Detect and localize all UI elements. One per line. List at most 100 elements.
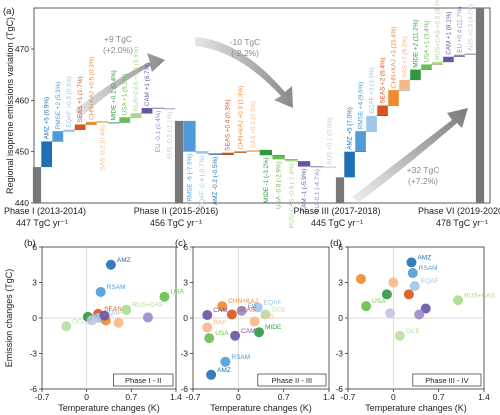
step-label-1-CHN+KAJ: CHN+KAJ +0.5 (0.3%) [88, 57, 95, 120]
point-b-3 [121, 304, 132, 315]
step-2-USA [272, 155, 285, 160]
step-1-MIDE [108, 122, 119, 124]
phase-total-4: 478 TgC yr⁻¹ [436, 218, 488, 228]
step-2-CAM [297, 161, 311, 167]
decrease-arrow [195, 37, 293, 108]
point-c-12 [206, 369, 217, 380]
step-label-3-AMZ: AMZ +5 (7.0%) [347, 107, 354, 150]
panel-d-scatter: (d) -0.7 0 0.7 1.4 -6 -3 0 3 6 Temperature changes… [330, 238, 496, 413]
x-tick-label-c--0.7: -0.7 [186, 392, 201, 402]
transition-pct-3: (+7.2%) [408, 176, 438, 186]
point-label-b-6: OCE [72, 318, 87, 325]
x-tick-label-b-0.7: 0.7 [125, 392, 137, 402]
point-b-11 [142, 312, 153, 323]
step-label-3-AUS: AUS +0.3 (4.6%) [467, 4, 474, 51]
point-label-c-10: MIDE [265, 324, 282, 331]
step-label-2-RMSE: RMSE -6 (-7.6%) [186, 154, 193, 202]
step-1-EU [152, 108, 164, 109]
transition-change-2: -10 TgC [230, 37, 261, 47]
step-2-EQAF [196, 151, 209, 154]
point-c-11 [220, 356, 231, 367]
point-label-c-5: OCE [272, 306, 287, 313]
point-label-c-6: SAS [261, 314, 275, 321]
y-axis-label: Regional isoprene emissions variation (T… [5, 17, 15, 194]
phase-bar-3 [335, 177, 345, 203]
step-3-RMSE [355, 131, 366, 152]
step-label-3-EQAF: EQAF +3 (3.6%) [369, 67, 376, 113]
step-1-CHN+KAJ [85, 121, 97, 125]
step-2-CHN+KAJ [234, 151, 247, 153]
panel-title-b: Phase I - II [125, 376, 161, 385]
step-1-EQAF [63, 129, 75, 132]
step-label-2-RUS+CAS: RUS+CAS -0.4 (-2.4%) [288, 163, 295, 228]
panel-title-d: Phase III - IV [425, 376, 468, 385]
y-tick-label-450: 450 [15, 147, 29, 157]
step-3-CHN+KAJ [388, 90, 399, 106]
phase-name-2: Phase II (2015-2016) [134, 206, 219, 216]
y-tick-label-b--6: -6 [29, 384, 37, 394]
point-label-c-2: EU [248, 303, 257, 310]
step-1-RUS+CAS [130, 113, 142, 118]
transition-change-1: +9 TgC [104, 34, 132, 44]
phase-name-1: Phase I (2013-2014) [4, 206, 86, 216]
step-1-SEAS [74, 124, 86, 130]
step-3-SEAS [377, 105, 388, 116]
step-3-CAM [443, 56, 454, 62]
step-label-3-USA: USA +1 (3.4%) [423, 21, 430, 63]
step-label-2-AMZ: AMZ -0.2 (-0.5%) [212, 157, 219, 205]
point-b-12 [86, 315, 97, 326]
x-tick-label-d--0.7: -0.7 [341, 392, 356, 402]
phase-bar-1 [32, 167, 42, 203]
phase-name-3: Phase III (2017-2018) [293, 206, 380, 216]
title-box-d [412, 373, 482, 387]
step-label-2-MIDE: MIDE -1 (-3.2%) [263, 157, 270, 202]
point-label-d-2: EQAF [421, 278, 439, 285]
point-c-1 [252, 302, 263, 313]
point-c-10 [254, 327, 265, 338]
step-label-1-MIDE: MIDE +0.1 (0.4%) [111, 70, 118, 120]
point-c-6 [249, 316, 260, 327]
point-label-d-4: RUS+CAS [464, 292, 496, 299]
step-label-2-SAS: SAS +0.2 (0.3%) [250, 101, 257, 148]
point-label-c-1: EQAF [264, 299, 282, 306]
step-label-1-CAM: CAM +1 (6.7%) [144, 63, 151, 106]
step-label-1-RUS+CAS: RUS+CAS +0.8 (3.6%) [133, 47, 140, 111]
step-1-AMZ [41, 141, 53, 168]
increase-arrow-2 [352, 108, 468, 203]
step-2-EU [310, 166, 323, 168]
point-c-5 [260, 309, 271, 320]
axes-frame-a [33, 7, 491, 204]
title-box-b [113, 373, 174, 387]
panel-label-b: (b) [24, 238, 36, 249]
y-tick-label-c-0: 0 [183, 313, 188, 323]
x-axis-label-d: Temperature changes (K) [365, 403, 467, 413]
y-tick-label-b-3: 3 [32, 278, 37, 288]
point-c-8 [204, 333, 215, 344]
step-2-AMZ [208, 153, 222, 155]
y-tick-label-c--3: -3 [180, 349, 188, 359]
step-3-MIDE [410, 69, 421, 80]
y-tick-label-d--3: -3 [335, 349, 343, 359]
step-2-SEAS [221, 152, 234, 155]
point-label-d-5: OCE [406, 328, 421, 335]
point-d-8 [388, 277, 399, 288]
y-tick-label-b-6: 6 [32, 242, 37, 252]
step-3-RUS+CAS [432, 61, 443, 65]
step-label-3-RUS+CAS: RUS+CAS +0.5 (3.7%) [434, 0, 441, 60]
x-tick-label-d-0: 0 [391, 392, 396, 402]
phase-total-3: 445 TgC yr⁻¹ [311, 218, 363, 228]
point-d-3 [361, 301, 372, 312]
point-d-7 [355, 273, 366, 284]
step-label-1-SAS: SAS -0.2 (0.4%) [99, 125, 106, 170]
point-c-9 [230, 330, 241, 341]
step-3-USA [421, 64, 432, 70]
point-c-4 [226, 309, 237, 320]
x-axis-label-c: Temperature changes (K) [210, 403, 312, 413]
y-tick-label-d--6: -6 [335, 384, 343, 394]
phase-total-2: 456 TgC yr⁻¹ [150, 218, 202, 228]
point-label-b-0: AMZ [117, 257, 131, 264]
point-d-0 [406, 257, 417, 268]
step-label-3-MIDE: MIDE +2 (11.2%) [412, 20, 419, 68]
step-label-3-SEAS: SEAS +2 (6.4%) [380, 57, 387, 103]
